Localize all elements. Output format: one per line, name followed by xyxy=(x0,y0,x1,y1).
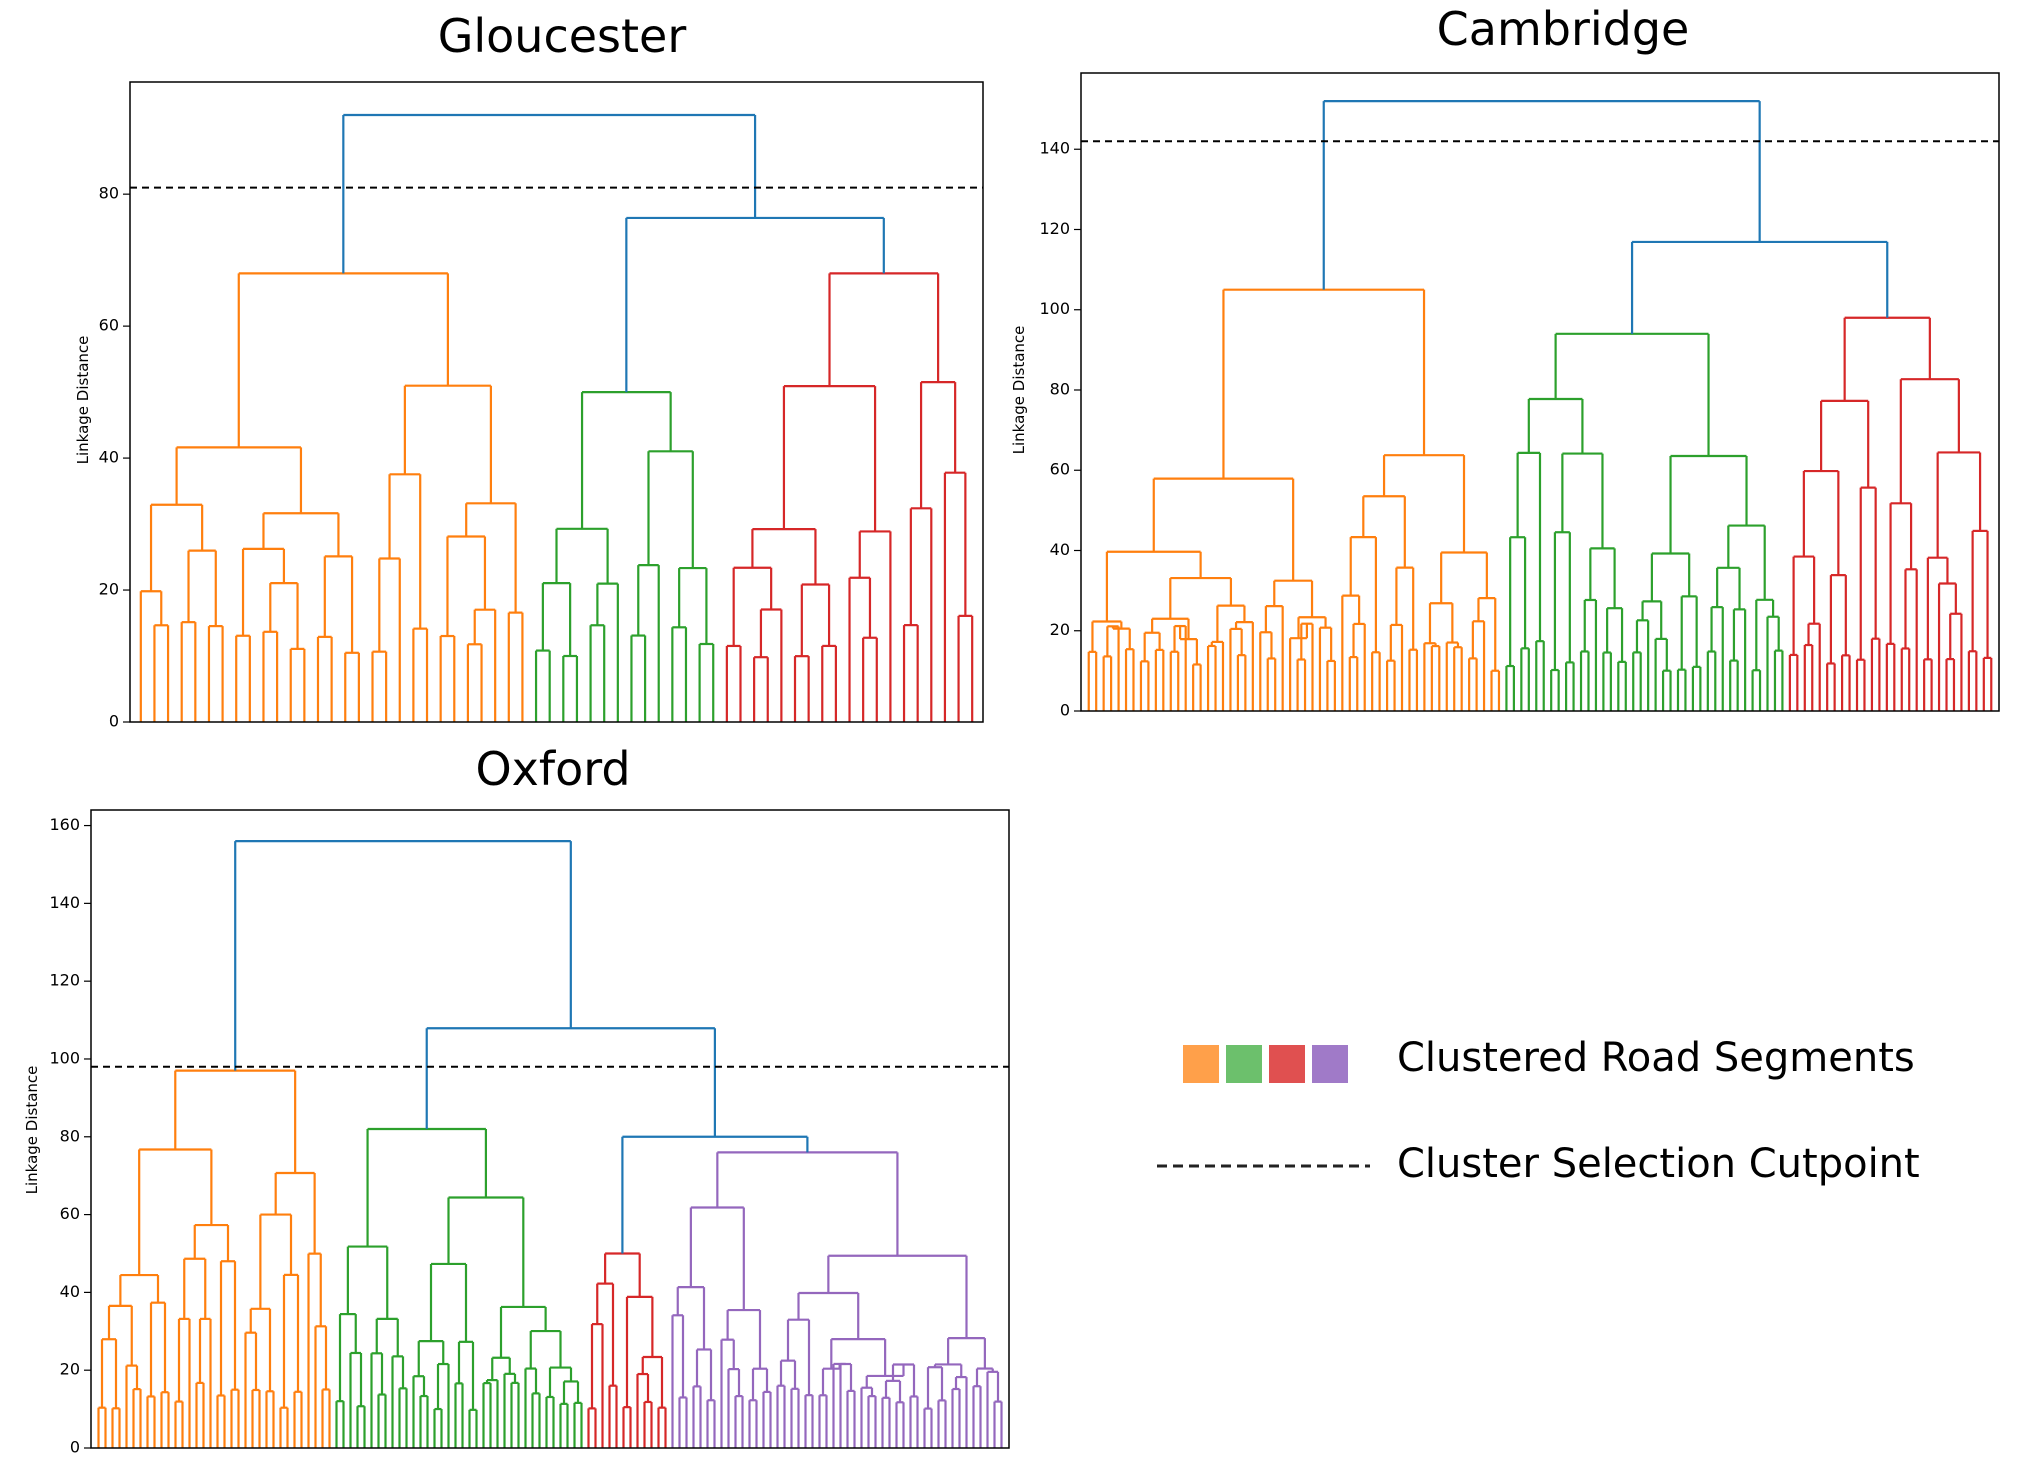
y-tick-label: 80 xyxy=(99,184,119,203)
oxford-panel: Oxford Linkage Distance 0 20 40 60 80 100 120 1… xyxy=(23,742,1010,1457)
dendrogram-links xyxy=(97,840,1003,1448)
y-tick-label: 140 xyxy=(1039,139,1070,158)
legend-swatch-red xyxy=(1269,1045,1305,1083)
y-axis-ticks: 0 20 40 60 80 100 120 140 xyxy=(1039,139,1081,720)
y-tick-label: 0 xyxy=(70,1438,80,1457)
y-tick-label: 60 xyxy=(99,316,119,335)
y-tick-label: 0 xyxy=(1060,701,1070,720)
plot-frame xyxy=(1080,72,2000,712)
y-tick-label: 40 xyxy=(1050,540,1070,559)
y-tick-label: 60 xyxy=(60,1204,80,1223)
y-axis-label: Linkage Distance xyxy=(23,1066,41,1195)
legend-swatch-orange xyxy=(1183,1045,1219,1083)
legend-clusters-label: Clustered Road Segments xyxy=(1397,1035,1915,1081)
y-axis-label: Linkage Distance xyxy=(74,336,92,465)
y-tick-label: 20 xyxy=(99,580,119,599)
y-tick-label: 80 xyxy=(60,1126,80,1145)
y-tick-label: 120 xyxy=(1039,219,1070,238)
y-axis-ticks: 0 20 40 60 80 xyxy=(99,184,130,731)
chart-title: Oxford xyxy=(475,742,630,796)
legend-cutpoint-label: Cluster Selection Cutpoint xyxy=(1397,1141,1920,1187)
y-tick-label: 160 xyxy=(49,815,80,834)
legend-swatch-purple xyxy=(1312,1045,1348,1083)
cambridge-panel: Cambridge Linkage Distance 0 20 40 60 80 100 1… xyxy=(1010,2,2000,720)
chart-title: Gloucester xyxy=(438,9,687,63)
chart-title: Cambridge xyxy=(1437,2,1690,56)
legend-swatch-green xyxy=(1226,1045,1262,1083)
gloucester-panel: Gloucester Linkage Distance 0 20 40 60 80 xyxy=(74,9,984,731)
plot-frame xyxy=(90,809,1010,1449)
y-tick-label: 140 xyxy=(49,893,80,912)
dendrogram-links xyxy=(1087,99,1993,711)
dendrogram-links xyxy=(139,113,974,722)
plot-frame xyxy=(129,81,984,723)
y-tick-label: 40 xyxy=(99,448,119,467)
y-tick-label: 100 xyxy=(1039,299,1070,318)
y-tick-label: 100 xyxy=(49,1048,80,1067)
y-tick-label: 40 xyxy=(60,1282,80,1301)
y-axis-label: Linkage Distance xyxy=(1010,326,1028,455)
y-tick-label: 60 xyxy=(1050,460,1070,479)
y-tick-label: 0 xyxy=(109,712,119,731)
y-tick-label: 80 xyxy=(1050,379,1070,398)
y-tick-label: 20 xyxy=(1050,620,1070,639)
legend: Clustered Road Segments Cluster Selectio… xyxy=(1157,1035,1920,1187)
y-tick-label: 120 xyxy=(49,971,80,990)
y-axis-ticks: 0 20 40 60 80 100 120 140 160 xyxy=(49,815,91,1457)
y-tick-label: 20 xyxy=(60,1360,80,1379)
